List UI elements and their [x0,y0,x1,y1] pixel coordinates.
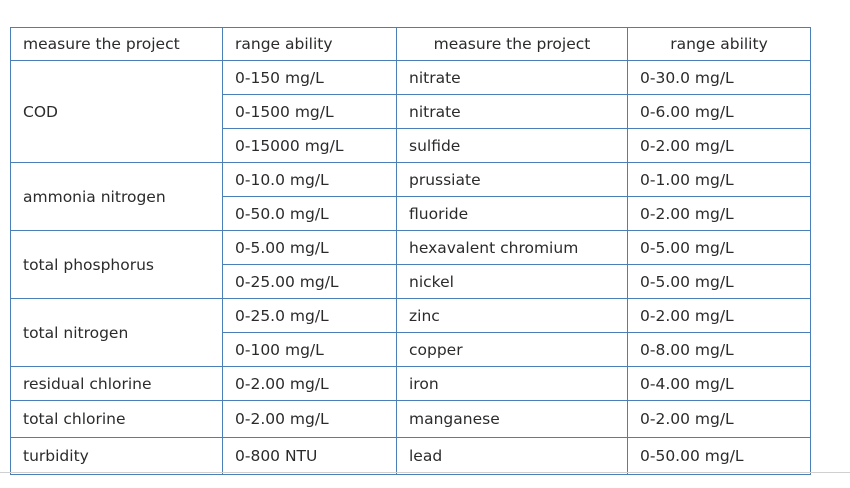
range-cell: 0-25.0 mg/L [222,298,397,333]
table-row: 0-100 mg/L copper 0-8.00 mg/L [11,332,811,367]
table-header-row: measure the project range ability measur… [10,27,811,61]
range-cell: 0-25.00 mg/L [222,264,397,299]
range-cell: 0-4.00 mg/L [627,366,811,401]
range-cell: 0-10.0 mg/L [222,162,397,197]
project-cell: manganese [396,400,628,438]
range-cell: 0-1.00 mg/L [627,162,811,197]
range-cell: 0-2.00 mg/L [627,196,811,231]
range-cell: 0-5.00 mg/L [627,264,811,299]
range-cell: 0-800 NTU [222,437,397,475]
project-cell-turbidity: turbidity [10,437,223,475]
header-measure-project-right: measure the project [396,27,628,61]
project-cell-residual-chlorine: residual chlorine [10,366,223,401]
table-row: total phosphorus 0-5.00 mg/L hexavalent … [10,230,811,299]
table-row: ammonia nitrogen 0-10.0 mg/L prussiate 0… [10,162,811,231]
page-bottom-divider [0,472,850,473]
project-cell: nickel [396,264,628,299]
project-cell: lead [396,437,628,475]
project-cell: copper [396,332,628,367]
range-cell: 0-150 mg/L [222,60,397,95]
table-row: 0-25.00 mg/L nickel 0-5.00 mg/L [11,264,811,299]
project-cell: prussiate [396,162,628,197]
project-cell: sulfide [396,128,628,163]
range-cell: 0-5.00 mg/L [222,230,397,265]
project-cell: iron [396,366,628,401]
range-cell: 0-2.00 mg/L [627,400,811,438]
table-row: COD 0-150 mg/L nitrate 0-30.0 mg/L [10,60,811,163]
table-row: 0-50.0 mg/L fluoride 0-2.00 mg/L [11,196,811,231]
project-cell-total-chlorine: total chlorine [10,400,223,438]
range-cell: 0-30.0 mg/L [627,60,811,95]
table-row: total chlorine 0-2.00 mg/L manganese 0-2… [10,400,811,438]
project-cell-cod: COD [10,60,223,163]
table-row: turbidity 0-800 NTU lead 0-50.00 mg/L [10,437,811,475]
range-cell: 0-6.00 mg/L [627,94,811,129]
range-cell: 0-15000 mg/L [222,128,397,163]
range-cell: 0-2.00 mg/L [627,128,811,163]
range-cell: 0-50.0 mg/L [222,196,397,231]
header-range-ability-left: range ability [222,27,397,61]
range-cell: 0-50.00 mg/L [627,437,811,475]
project-cell: hexavalent chromium [396,230,628,265]
range-cell: 0-1500 mg/L [222,94,397,129]
range-cell: 0-5.00 mg/L [627,230,811,265]
range-cell: 0-2.00 mg/L [222,400,397,438]
project-cell: nitrate [396,60,628,95]
range-cell: 0-100 mg/L [222,332,397,367]
measurement-range-table: measure the project range ability measur… [10,27,811,475]
project-cell: nitrate [396,94,628,129]
project-cell-total-nitrogen: total nitrogen [10,298,223,367]
table-row: 0-1500 mg/L nitrate 0-6.00 mg/L [11,94,811,129]
project-cell: zinc [396,298,628,333]
project-cell: fluoride [396,196,628,231]
range-cell: 0-2.00 mg/L [627,298,811,333]
range-cell: 0-2.00 mg/L [222,366,397,401]
project-cell-total-phosphorus: total phosphorus [10,230,223,299]
table-row: total nitrogen 0-25.0 mg/L zinc 0-2.00 m… [10,298,811,367]
table-row: 0-15000 mg/L sulfide 0-2.00 mg/L [11,128,811,163]
project-cell-ammonia-nitrogen: ammonia nitrogen [10,162,223,231]
table-row: residual chlorine 0-2.00 mg/L iron 0-4.0… [10,366,811,401]
header-range-ability-right: range ability [627,27,811,61]
header-measure-project-left: measure the project [10,27,223,61]
range-cell: 0-8.00 mg/L [627,332,811,367]
